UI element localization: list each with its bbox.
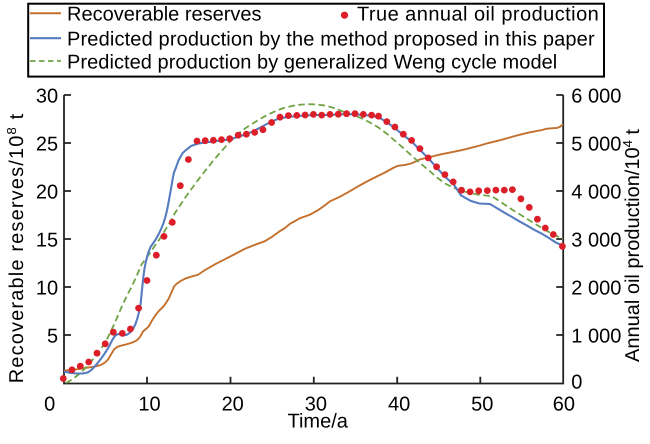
svg-text:60: 60 <box>553 393 575 415</box>
svg-text:20: 20 <box>36 181 58 203</box>
svg-text:True annual oil production: True annual oil production <box>357 4 599 26</box>
svg-text:Predicted production by genera: Predicted production by generalized Weng… <box>67 52 557 74</box>
svg-text:30: 30 <box>36 85 58 107</box>
svg-text:Recoverable reserves: Recoverable reserves <box>67 3 262 25</box>
svg-text:50: 50 <box>471 393 493 415</box>
svg-text:20: 20 <box>222 393 244 415</box>
svg-text:Time/a: Time/a <box>288 411 349 433</box>
svg-text:25: 25 <box>36 133 58 155</box>
svg-text:5: 5 <box>47 325 58 347</box>
svg-text:Predicted production by the me: Predicted production by the method propo… <box>67 29 595 51</box>
svg-text:40: 40 <box>388 393 410 415</box>
svg-text:0: 0 <box>571 372 582 394</box>
svg-text:4 000: 4 000 <box>571 181 621 203</box>
svg-text:30: 30 <box>305 393 327 415</box>
svg-text:10: 10 <box>138 393 160 415</box>
svg-text:3 000: 3 000 <box>571 229 621 251</box>
svg-text:15: 15 <box>36 229 58 251</box>
svg-text:10: 10 <box>36 277 58 299</box>
svg-text:0: 0 <box>44 394 55 416</box>
svg-text:1 000: 1 000 <box>571 325 621 347</box>
svg-text:2 000: 2 000 <box>571 277 621 299</box>
svg-text:6 000: 6 000 <box>571 85 621 107</box>
svg-text:Annual oil production/104 t: Annual oil production/104 t <box>620 129 644 362</box>
svg-text:Recoverable reserves/108 t: Recoverable reserves/108 t <box>4 113 28 384</box>
svg-text:5 000: 5 000 <box>571 133 621 155</box>
